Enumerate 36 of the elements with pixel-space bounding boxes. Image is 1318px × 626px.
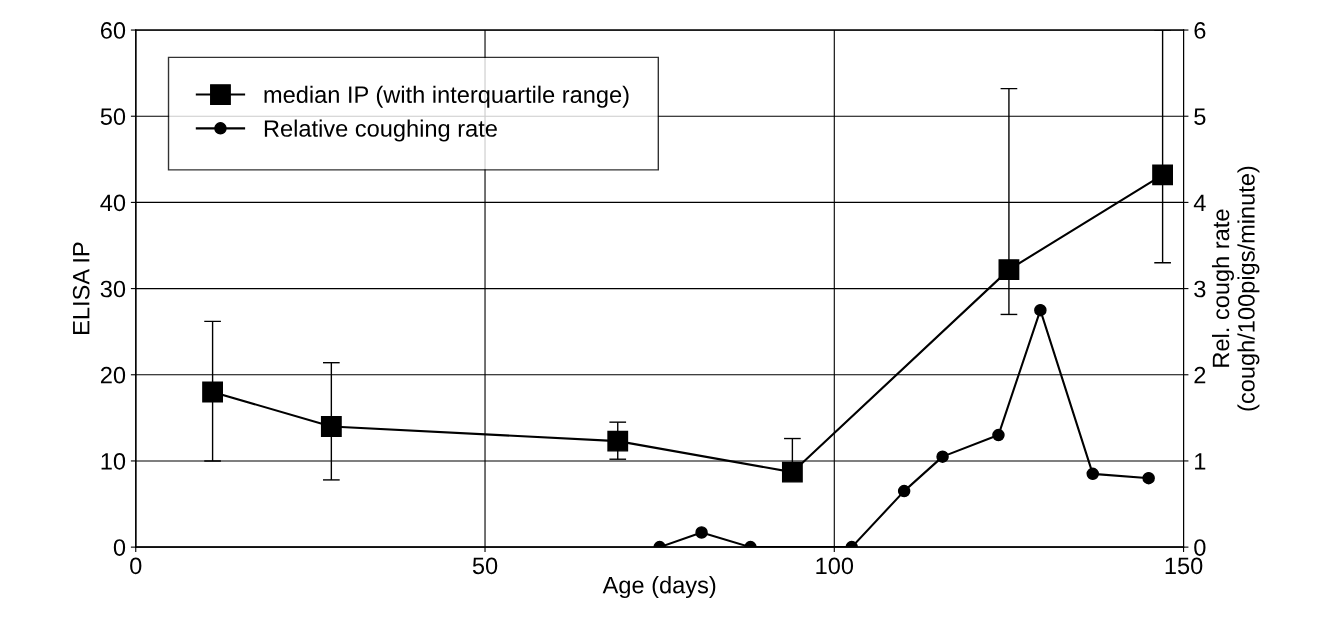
y-tick-label: 10 [101,453,126,470]
point [320,416,342,437]
x-tick-label: 50 [472,557,498,575]
y2-tick-label: 2 [1194,366,1206,384]
point [1152,164,1174,186]
x-tick-label: 150 [1165,557,1203,575]
y-tick-label: 20 [100,366,126,384]
point [1086,467,1100,481]
y2-axis-title: Rel. cough rate (cough/100pigs/minute) [1211,166,1260,411]
point [607,430,629,452]
x-axis-title: Age (days) [602,576,716,599]
legend-label: Relative coughing rate [264,119,497,142]
y2-tick-label: 5 [1194,108,1206,126]
y-axis-title: ELISA IP [72,242,90,334]
y-tick-label: 40 [100,194,126,212]
point [695,526,708,539]
point [781,461,803,483]
legend-label: median IP (with interquartile range) [264,85,629,108]
point [936,450,949,463]
point [1034,303,1047,317]
x-tick-label: 0 [130,557,142,575]
y-tick-label: 30 [100,280,126,298]
point [202,381,224,403]
x-tick-label: 100 [816,557,854,575]
y2-tick-label: 1 [1195,453,1206,470]
y2-tick-label: 6 [1194,22,1206,39]
y-tick-label: 50 [100,108,126,126]
point [992,428,1005,442]
y-tick-label: 60 [100,22,126,39]
point [998,259,1020,281]
point [897,484,911,498]
y-tick-label: 0 [113,539,126,556]
y2-tick-label: 3 [1194,280,1206,298]
y2-tick-label: 4 [1193,194,1206,211]
point [1142,471,1155,485]
y2-tick-label: 0 [1194,539,1206,556]
